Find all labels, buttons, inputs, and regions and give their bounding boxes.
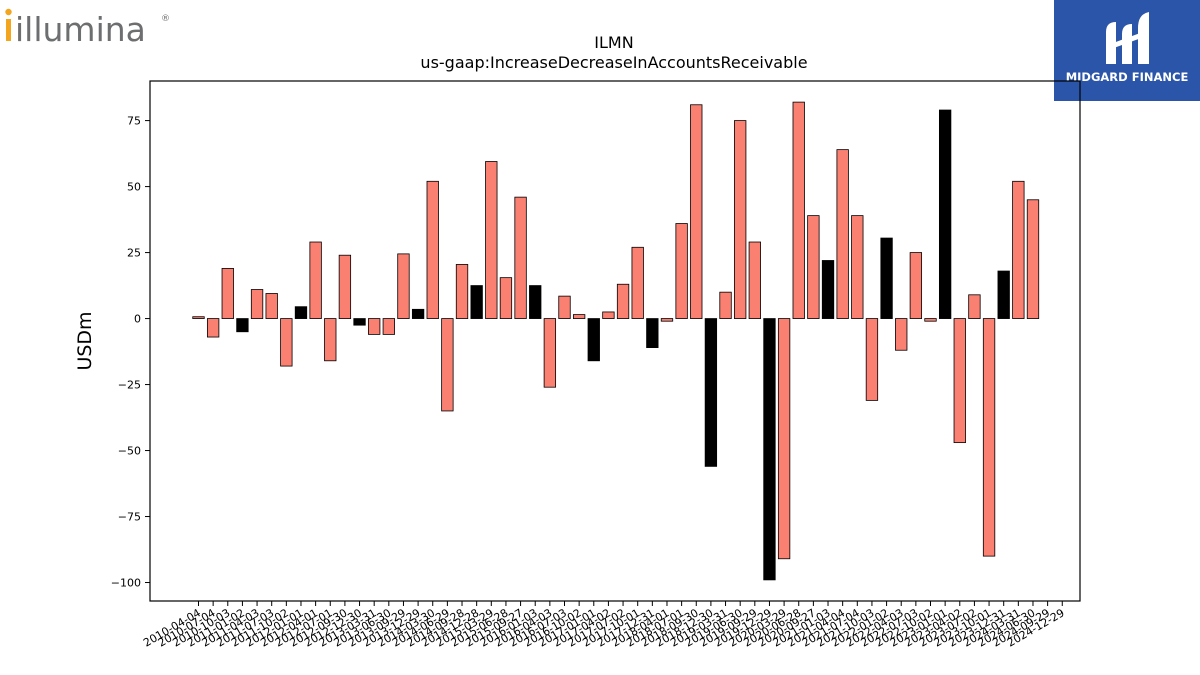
bar-2021-01-03 <box>821 260 835 319</box>
bar-2017-04-02 <box>602 311 615 319</box>
y-tick-label: −100 <box>111 577 141 590</box>
bar-2021-07-04 <box>851 215 864 319</box>
bar-2017-07-02 <box>616 283 630 319</box>
bar-2020-09-27 <box>807 215 820 319</box>
bar-2023-04-02 <box>953 318 966 444</box>
bar-2015-03-29 <box>485 161 498 319</box>
bar-2022-10-02 <box>924 318 937 322</box>
bar-2015-06-28 <box>499 277 513 319</box>
y-axis-label: USDm <box>74 311 96 370</box>
bar-2021-10-03 <box>865 318 879 401</box>
bar-2017-01-01 <box>587 318 600 362</box>
bar-2013-06-30 <box>382 318 395 335</box>
bar-2011-07-03 <box>265 293 278 319</box>
bar-2020-06-28 <box>792 101 805 319</box>
bar-2014-06-29 <box>441 318 454 412</box>
bar-2012-04-01 <box>309 241 322 319</box>
bar-2024-03-31 <box>1012 180 1025 319</box>
illumina-logo: illumina ® <box>5 8 170 49</box>
midgard-finance-logo: MIDGARD FINANCE <box>1054 0 1200 101</box>
bars-group <box>192 101 1040 581</box>
illumina-logo-i-stem <box>6 19 11 41</box>
y-tick-label: 0 <box>134 313 141 326</box>
bar-2016-01-03 <box>529 285 542 319</box>
y-tick-label: 75 <box>127 115 141 128</box>
midgard-emblem-icon: MIDGARD FINANCE <box>1066 12 1189 84</box>
bar-2024-06-30 <box>1026 199 1040 319</box>
bar-2012-09-30 <box>338 254 352 319</box>
bar-2010-04-04 <box>192 316 205 319</box>
y-tick-label: 25 <box>127 247 141 260</box>
y-tick-label: 50 <box>127 181 141 194</box>
bar-2013-12-29 <box>411 308 425 319</box>
bar-2021-04-04 <box>836 149 849 319</box>
bar-2019-12-29 <box>763 318 776 581</box>
bar-2018-12-30 <box>704 318 718 467</box>
bar-2022-01-02 <box>880 237 893 319</box>
bar-2016-10-02 <box>572 314 586 319</box>
bar-2019-03-31 <box>719 291 732 319</box>
bar-2010-07-04 <box>206 318 220 338</box>
bar-2013-03-31 <box>368 318 381 335</box>
bar-2012-12-30 <box>353 318 366 326</box>
y-tick-label: −75 <box>118 511 141 524</box>
bar-2011-10-02 <box>280 318 293 367</box>
bar-2011-01-02 <box>236 318 249 333</box>
bar-2018-04-01 <box>660 318 674 322</box>
bar-2023-10-01 <box>982 318 996 557</box>
bar-2023-07-02 <box>968 294 981 319</box>
bar-2016-04-03 <box>543 318 557 388</box>
bar-2017-12-31 <box>646 318 659 348</box>
bar-2023-01-01 <box>938 109 952 319</box>
bar-2014-03-30 <box>426 180 439 319</box>
plot-frame <box>149 80 1081 602</box>
bar-2015-09-27 <box>514 196 527 319</box>
bar-2012-07-01 <box>324 318 337 362</box>
bar-2014-09-28 <box>455 264 469 319</box>
bar-2017-10-01 <box>631 246 644 319</box>
bar-2010-10-03 <box>221 268 234 319</box>
bar-2014-12-28 <box>470 285 483 319</box>
y-axis: 75 50 25 0 −25 −50 −75 −100 <box>111 115 150 590</box>
bar-2012-01-01 <box>294 306 308 319</box>
bar-2022-04-03 <box>895 318 908 351</box>
bar-2020-03-29 <box>777 318 791 560</box>
chart-title: ILMN <box>594 33 633 52</box>
bar-2018-07-01 <box>675 223 688 319</box>
bar-2011-04-03 <box>250 289 264 319</box>
illumina-logo-i-dot <box>5 8 12 16</box>
bar-2019-09-29 <box>748 241 761 319</box>
bar-2018-09-30 <box>690 104 703 319</box>
bar-2016-07-03 <box>558 295 571 319</box>
x-axis: 2010-04-042010-07-042010-10-032011-01-02… <box>141 601 1067 650</box>
illumina-logo-mark: ® <box>161 14 170 24</box>
chart-subtitle: us-gaap:IncreaseDecreaseInAccountsReceiv… <box>420 53 807 72</box>
y-tick-label: −25 <box>118 379 141 392</box>
y-tick-label: −50 <box>118 445 141 458</box>
bar-2022-07-03 <box>909 252 923 319</box>
bar-2013-09-29 <box>397 253 410 319</box>
bar-2019-06-30 <box>734 120 747 319</box>
midgard-finance-text: MIDGARD FINANCE <box>1066 70 1189 84</box>
illumina-logo-text: illumina <box>15 10 146 49</box>
bar-2023-12-31 <box>997 270 1010 319</box>
